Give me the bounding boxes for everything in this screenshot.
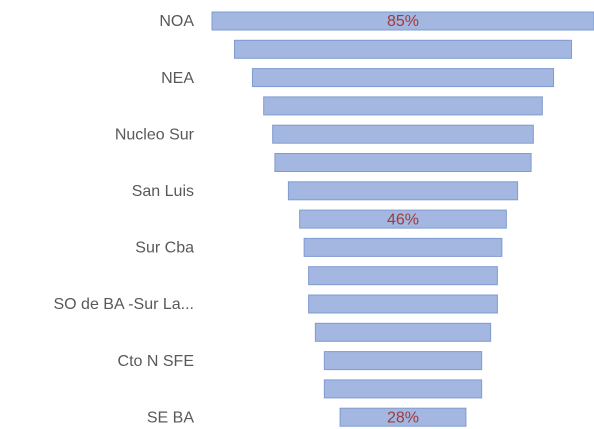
bar bbox=[323, 379, 483, 399]
bar bbox=[251, 68, 555, 88]
bar bbox=[263, 96, 543, 116]
data-label: 85% bbox=[387, 13, 419, 30]
bar bbox=[314, 322, 492, 342]
bar bbox=[308, 266, 498, 286]
data-label: 46% bbox=[387, 211, 419, 228]
bar bbox=[274, 153, 532, 172]
category-label: NEA bbox=[161, 70, 194, 87]
category-label: Cto N SFE bbox=[118, 353, 194, 370]
category-label: Nucleo Sur bbox=[115, 126, 195, 143]
bar bbox=[303, 237, 503, 257]
bar bbox=[323, 351, 483, 371]
bar bbox=[272, 124, 534, 144]
data-label: 28% bbox=[387, 409, 419, 426]
category-label: SO de BA -Sur La... bbox=[53, 296, 194, 313]
bar bbox=[211, 11, 594, 31]
category-label: SE BA bbox=[147, 409, 194, 426]
bar bbox=[299, 209, 507, 229]
bar bbox=[287, 181, 519, 201]
category-label: San Luis bbox=[132, 183, 194, 200]
category-label: NOA bbox=[159, 13, 194, 30]
bar bbox=[233, 39, 573, 59]
category-label: Sur Cba bbox=[135, 240, 194, 257]
bar bbox=[308, 294, 498, 314]
bar bbox=[339, 407, 467, 427]
